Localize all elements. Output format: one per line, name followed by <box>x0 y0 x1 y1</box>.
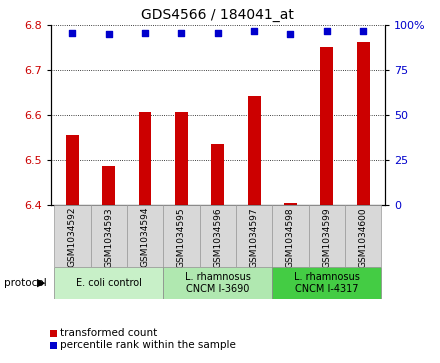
Bar <box>320 47 333 205</box>
Bar <box>139 112 151 205</box>
Title: GDS4566 / 184041_at: GDS4566 / 184041_at <box>141 8 294 22</box>
Text: GSM1034598: GSM1034598 <box>286 207 295 268</box>
Bar <box>284 203 297 205</box>
Text: GSM1034595: GSM1034595 <box>177 207 186 268</box>
Bar <box>163 205 200 267</box>
Bar <box>248 96 260 205</box>
Point <box>359 28 367 34</box>
Bar <box>345 205 381 267</box>
Point <box>323 28 330 34</box>
Bar <box>127 205 163 267</box>
Bar <box>272 205 309 267</box>
Bar <box>200 205 236 267</box>
Text: GSM1034592: GSM1034592 <box>68 207 77 268</box>
Text: ▶: ▶ <box>37 278 45 288</box>
Bar <box>357 42 370 205</box>
Point <box>251 28 258 34</box>
Bar <box>272 267 381 299</box>
Text: protocol: protocol <box>4 278 47 288</box>
Text: percentile rank within the sample: percentile rank within the sample <box>60 340 236 351</box>
Text: GSM1034596: GSM1034596 <box>213 207 222 268</box>
Bar <box>103 166 115 205</box>
Bar <box>66 135 79 205</box>
Text: GSM1034593: GSM1034593 <box>104 207 113 268</box>
Text: GSM1034594: GSM1034594 <box>141 207 150 268</box>
Bar <box>54 267 163 299</box>
Text: transformed count: transformed count <box>60 329 157 339</box>
Text: L. rhamnosus
CNCM I-3690: L. rhamnosus CNCM I-3690 <box>185 272 251 294</box>
Bar <box>50 330 57 337</box>
Bar <box>50 342 57 349</box>
Bar <box>163 267 272 299</box>
Bar <box>91 205 127 267</box>
Point <box>105 32 112 37</box>
Text: L. rhamnosus
CNCM I-4317: L. rhamnosus CNCM I-4317 <box>294 272 360 294</box>
Text: GSM1034599: GSM1034599 <box>323 207 331 268</box>
Point <box>214 30 221 36</box>
Bar <box>212 144 224 205</box>
Point <box>287 32 294 37</box>
Bar <box>54 205 91 267</box>
Bar <box>175 112 188 205</box>
Text: E. coli control: E. coli control <box>76 278 142 288</box>
Bar <box>236 205 272 267</box>
Text: GSM1034597: GSM1034597 <box>249 207 259 268</box>
Point <box>69 30 76 36</box>
Text: GSM1034600: GSM1034600 <box>359 207 368 268</box>
Bar <box>309 205 345 267</box>
Point <box>142 30 149 36</box>
Point <box>178 30 185 36</box>
